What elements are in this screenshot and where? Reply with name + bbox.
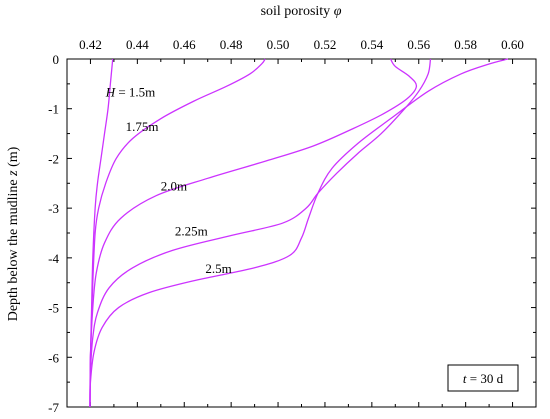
y-axis-label: Depth below the mudline z (m) (6, 146, 21, 321)
time-annotation-box: t = 30 d (447, 364, 519, 392)
series-label: H = 1.5m (105, 84, 156, 99)
series-label: 2.5m (205, 261, 231, 276)
x-tick-label: 0.52 (314, 37, 337, 52)
x-tick-label: 0.50 (267, 37, 290, 52)
x-tick-label: 0.44 (126, 37, 149, 52)
x-tick-label: 0.54 (360, 37, 383, 52)
y-tick-label: -6 (48, 350, 59, 365)
y-tick-label: -2 (48, 151, 59, 166)
series-label: 1.75m (126, 119, 159, 134)
x-tick-label: 0.60 (501, 37, 524, 52)
x-tick-label: 0.48 (220, 37, 243, 52)
series-label: 2.25m (175, 223, 208, 238)
x-tick-label: 0.58 (454, 37, 477, 52)
series-line (89, 58, 418, 408)
x-axis-label: soil porosity φ (261, 4, 342, 19)
y-tick-label: -4 (48, 251, 59, 266)
series-group (89, 58, 509, 408)
annotation-border (447, 364, 519, 392)
axis-ticks: 0.42 0.44 0.46 0.48 0.50 0.52 0.54 0.56 0.58 0.60… (48, 37, 537, 415)
y-tick-label: -1 (48, 102, 59, 117)
x-tick-label: 0.46 (173, 37, 196, 52)
y-tick-label: -5 (48, 301, 59, 316)
y-tick-label: -3 (48, 201, 59, 216)
y-tick-label: 0 (53, 52, 60, 67)
series-line (89, 58, 509, 408)
series-line (89, 58, 266, 408)
plot-frame (66, 58, 537, 408)
x-tick-label: 0.56 (407, 37, 430, 52)
curve-labels: H = 1.5m 1.75m 2.0m 2.25m 2.5m (105, 84, 232, 275)
y-tick-label: -7 (48, 400, 59, 415)
x-tick-label: 0.42 (79, 37, 102, 52)
series-label: 2.0m (161, 179, 187, 194)
annotation-text: t = 30 d (463, 371, 504, 386)
series-line (89, 58, 432, 408)
